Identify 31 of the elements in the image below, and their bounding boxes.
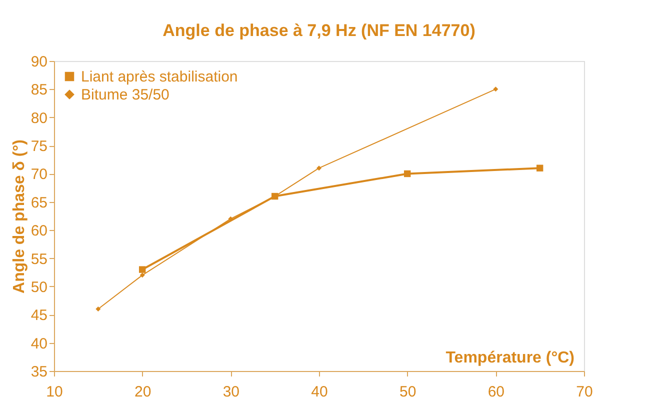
y-tick-label: 70 xyxy=(30,166,48,184)
x-tick-label: 10 xyxy=(46,384,63,400)
y-tick-label: 80 xyxy=(30,110,48,127)
y-tick-label: 85 xyxy=(30,82,48,99)
y-tick-label: 60 xyxy=(30,222,48,240)
legend-label: Liant après stabilisation xyxy=(81,68,238,86)
chart-title: Angle de phase à 7,9 Hz (NF EN 14770) xyxy=(162,21,476,40)
x-tick-label: 30 xyxy=(222,384,240,400)
x-axis-title: Température (°C) xyxy=(446,350,574,366)
x-tick-label: 60 xyxy=(488,384,505,400)
x-tick-label: 20 xyxy=(134,384,152,400)
x-tick-label: 50 xyxy=(399,384,416,400)
point xyxy=(96,306,101,312)
point xyxy=(316,166,322,171)
y-tick-label: 55 xyxy=(30,250,48,268)
point xyxy=(140,272,145,278)
y-tick-label: 50 xyxy=(30,278,48,296)
y-tick-label: 90 xyxy=(30,54,48,70)
point xyxy=(138,266,146,273)
y-tick-label: 75 xyxy=(30,138,48,156)
x-tick-label: 70 xyxy=(576,384,593,400)
point xyxy=(404,170,411,178)
y-tick-label: 35 xyxy=(30,364,48,380)
y-tick-label: 65 xyxy=(30,194,48,212)
point xyxy=(536,164,544,172)
y-tick-label: 40 xyxy=(30,335,48,352)
legend-label: Bitume 35/50 xyxy=(81,86,170,104)
point xyxy=(493,86,498,92)
x-tick-label: 40 xyxy=(311,384,328,400)
y-tick-label: 45 xyxy=(30,307,48,324)
y-axis-title: Angle de phase δ (°) xyxy=(10,140,28,294)
